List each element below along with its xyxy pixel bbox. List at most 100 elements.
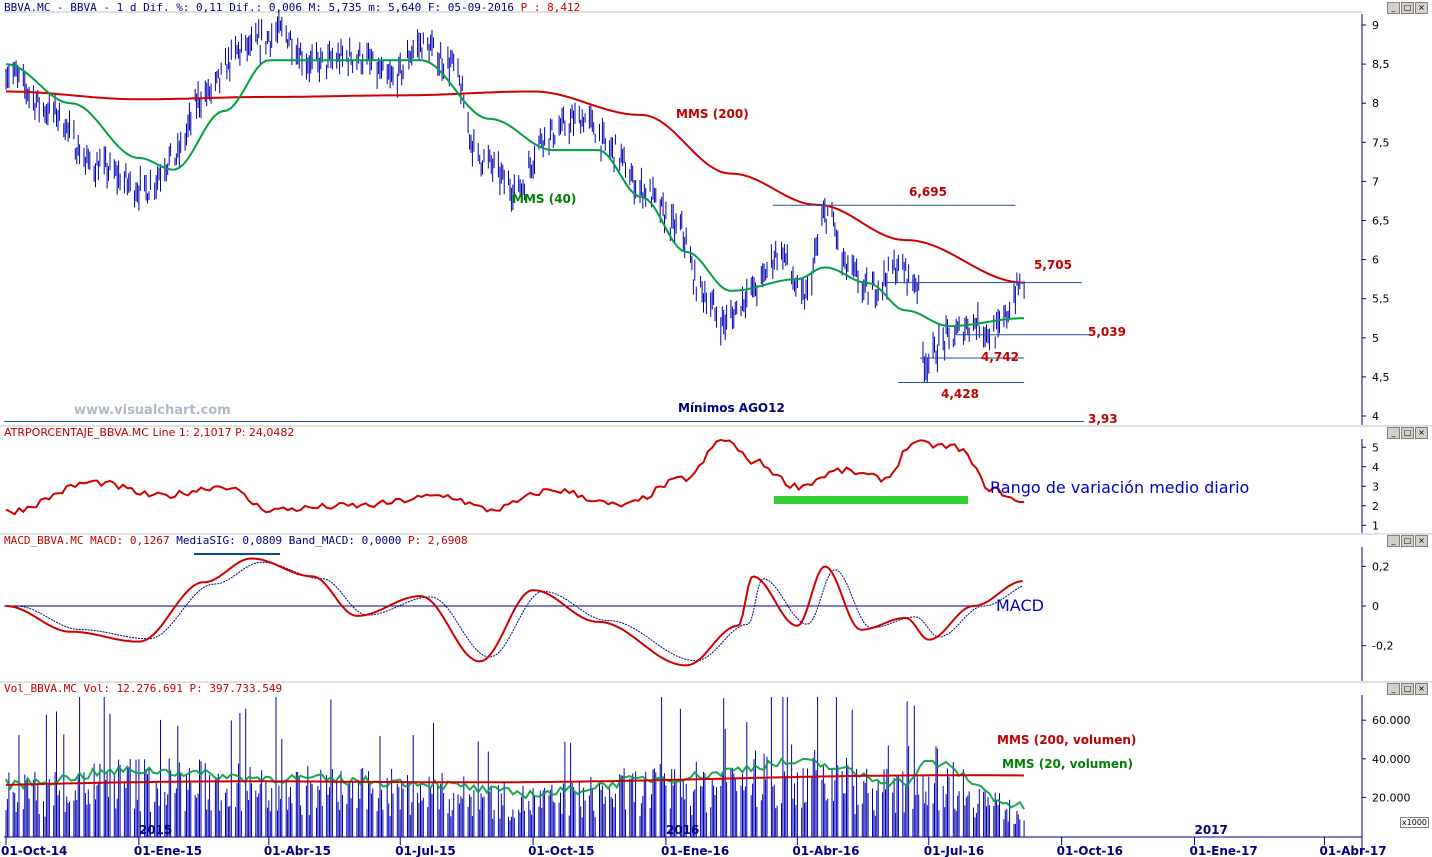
price-panel: 9 8,5 8 7,5 7 6,5 6 5,5 5 4,5 4 MMS (200) MMS (40) 6,… xyxy=(4,1,1428,428)
volume-mms20-line xyxy=(5,757,1025,810)
close-button[interactable]: × xyxy=(1415,427,1428,439)
price-bars xyxy=(5,11,1025,383)
volume-mms200-label: MMS (200, volumen) xyxy=(997,733,1136,747)
volume-bars xyxy=(5,697,1025,837)
macd-header-band: Band_MACD: 0,0000 xyxy=(288,534,402,547)
macd-y-tick: 0 xyxy=(1372,600,1379,613)
macd-y-tick: 0,2 xyxy=(1372,560,1390,573)
level-5039-label: 5,039 xyxy=(1088,325,1126,339)
x-tick-label: 01-Jul-16 xyxy=(924,844,984,857)
atr-header: ATRPORCENTAJE_BBVA.MC Line 1: 2,1017 P: … xyxy=(4,426,294,439)
volume-header: Vol_BBVA.MC Vol: 12.276.691 P: 397.733.5… xyxy=(4,682,282,695)
macd-header: MACD_BBVA.MC MACD: 0,1267 MediaSIG: 0,08… xyxy=(4,534,468,547)
x-tick-label: 01-Oct-14 xyxy=(1,844,67,857)
close-button[interactable]: × xyxy=(1415,2,1428,14)
x-tick-label: 01-Jul-15 xyxy=(395,844,455,857)
macd-header-macd: MACD_BBVA.MC MACD: 0,1267 xyxy=(4,534,170,547)
year-label-2015: 2015 xyxy=(139,823,172,837)
level-393-label: 3,93 xyxy=(1088,412,1118,426)
volume-mms200-line xyxy=(5,774,1025,786)
level-5705-label: 5,705 xyxy=(1034,258,1072,272)
x-tick-label: 01-Abr-17 xyxy=(1319,844,1386,857)
level-6695-label: 6,695 xyxy=(909,185,947,199)
level-4742-label: 4,742 xyxy=(981,350,1019,364)
macd-line xyxy=(5,557,1023,667)
atr-y-tick: 4 xyxy=(1372,461,1379,474)
atr-annotation: Rango de variación medio diario xyxy=(990,478,1249,497)
minimize-button[interactable]: _ xyxy=(1387,427,1400,439)
volume-header-p: P: 397.733.549 xyxy=(189,682,283,695)
macd-window-controls: _ □ × xyxy=(1387,535,1428,547)
price-y-tick: 6,5 xyxy=(1372,215,1390,228)
minimize-button[interactable]: _ xyxy=(1387,2,1400,14)
volume-header-name: Vol_BBVA.MC xyxy=(4,682,77,695)
atr-range-highlight xyxy=(774,496,968,504)
price-header-date: F: 05-09-2016 xyxy=(427,1,514,14)
price-header-dif: Dif.: 0,006 xyxy=(229,1,303,14)
volume-window-controls: _ □ × xyxy=(1387,683,1428,695)
macd-chart: 0,20-0,2-0,4MACD xyxy=(0,533,1432,683)
price-y-tick: 5 xyxy=(1372,332,1379,345)
mms200-line xyxy=(6,90,1025,284)
atr-panel: 5 4 3 2 1 Rango de variación medio diario ATR… xyxy=(0,425,1432,535)
atr-header-name: ATRPORCENTAJE_BBVA.MC xyxy=(4,426,149,439)
macd-panel: 0,20-0,2-0,4MACD MACD_BBVA.MC MACD: 0,12… xyxy=(0,533,1432,683)
mms40-label: MMS (40) xyxy=(512,192,576,206)
x-tick-label: 01-Abr-15 xyxy=(264,844,331,857)
x-tick-label: 01-Ene-15 xyxy=(134,844,202,857)
year-label-2017: 2017 xyxy=(1194,823,1227,837)
atr-header-line1: Line 1: 2,1017 xyxy=(152,426,232,439)
volume-header-vol: Vol: 12.276.691 xyxy=(83,682,183,695)
macd-y-tick: -0,2 xyxy=(1372,640,1393,653)
atr-chart: 5 4 3 2 1 Rango de variación medio diario xyxy=(0,425,1432,533)
price-y-tick: 8 xyxy=(1372,97,1379,110)
level-4428-label: 4,428 xyxy=(941,387,979,401)
price-header-dif-pct: Dif. %: 0,11 xyxy=(143,1,223,14)
price-y-tick: 4,5 xyxy=(1372,371,1390,384)
minimize-button[interactable]: _ xyxy=(1387,683,1400,695)
x-tick-label: 01-Oct-15 xyxy=(528,844,594,857)
price-y-tick: 5,5 xyxy=(1372,293,1390,306)
maximize-button[interactable]: □ xyxy=(1401,535,1414,547)
price-y-tick: 4 xyxy=(1372,410,1379,423)
price-y-tick: 6 xyxy=(1372,254,1379,267)
volume-unit-label: x1000 xyxy=(1399,817,1429,828)
atr-y-tick: 5 xyxy=(1372,441,1379,454)
close-button[interactable]: × xyxy=(1415,683,1428,695)
price-window-controls: _ □ × xyxy=(1387,2,1428,14)
mms40-line xyxy=(5,59,1025,328)
maximize-button[interactable]: □ xyxy=(1401,427,1414,439)
x-tick-label: 01-Ene-17 xyxy=(1189,844,1257,857)
atr-line xyxy=(5,438,1025,516)
price-chart: 9 8,5 8 7,5 7 6,5 6 5,5 5 4,5 4 MMS (200) MMS (40) 6,… xyxy=(4,11,1390,428)
x-tick-label: 01-Ene-16 xyxy=(661,844,729,857)
atr-y-tick: 3 xyxy=(1372,480,1379,493)
volume-y-tick: 60.000 xyxy=(1372,714,1411,727)
close-button[interactable]: × xyxy=(1415,535,1428,547)
volume-y-tick: 20.000 xyxy=(1372,791,1411,804)
price-header-symbol: BBVA.MC - BBVA - 1 d xyxy=(4,1,137,14)
price-header-min: m: 5,640 xyxy=(368,1,422,14)
minimize-button[interactable]: _ xyxy=(1387,535,1400,547)
price-y-tick: 7,5 xyxy=(1372,136,1390,149)
x-tick-label: 01-Oct-16 xyxy=(1057,844,1123,857)
price-y-tick: 9 xyxy=(1372,19,1379,32)
atr-y-tick: 2 xyxy=(1372,500,1379,513)
watermark: www.visualchart.com xyxy=(74,403,231,418)
price-y-tick: 7 xyxy=(1372,175,1379,188)
price-header: BBVA.MC - BBVA - 1 d Dif. %: 0,11 Dif.: … xyxy=(4,1,580,14)
atr-y-tick: 1 xyxy=(1372,519,1379,532)
x-tick-label: 01-Abr-16 xyxy=(792,844,859,857)
macd-header-p: P: 2,6908 xyxy=(408,534,468,547)
maximize-button[interactable]: □ xyxy=(1401,2,1414,14)
volume-chart: 60.000 40.000 20.000 MMS (200, volumen) MMS … xyxy=(0,681,1432,857)
volume-panel: 60.000 40.000 20.000 MMS (200, volumen) MMS … xyxy=(0,681,1432,857)
atr-header-p: P: 24,0482 xyxy=(235,426,295,439)
volume-y-tick: 40.000 xyxy=(1372,753,1411,766)
year-label-2016: 2016 xyxy=(666,823,699,837)
price-header-p: P : 8,412 xyxy=(520,1,581,14)
price-header-max: M: 5,735 xyxy=(308,1,362,14)
maximize-button[interactable]: □ xyxy=(1401,683,1414,695)
price-y-tick: 8,5 xyxy=(1372,58,1390,71)
minimos-label: Mínimos AGO12 xyxy=(678,401,785,415)
